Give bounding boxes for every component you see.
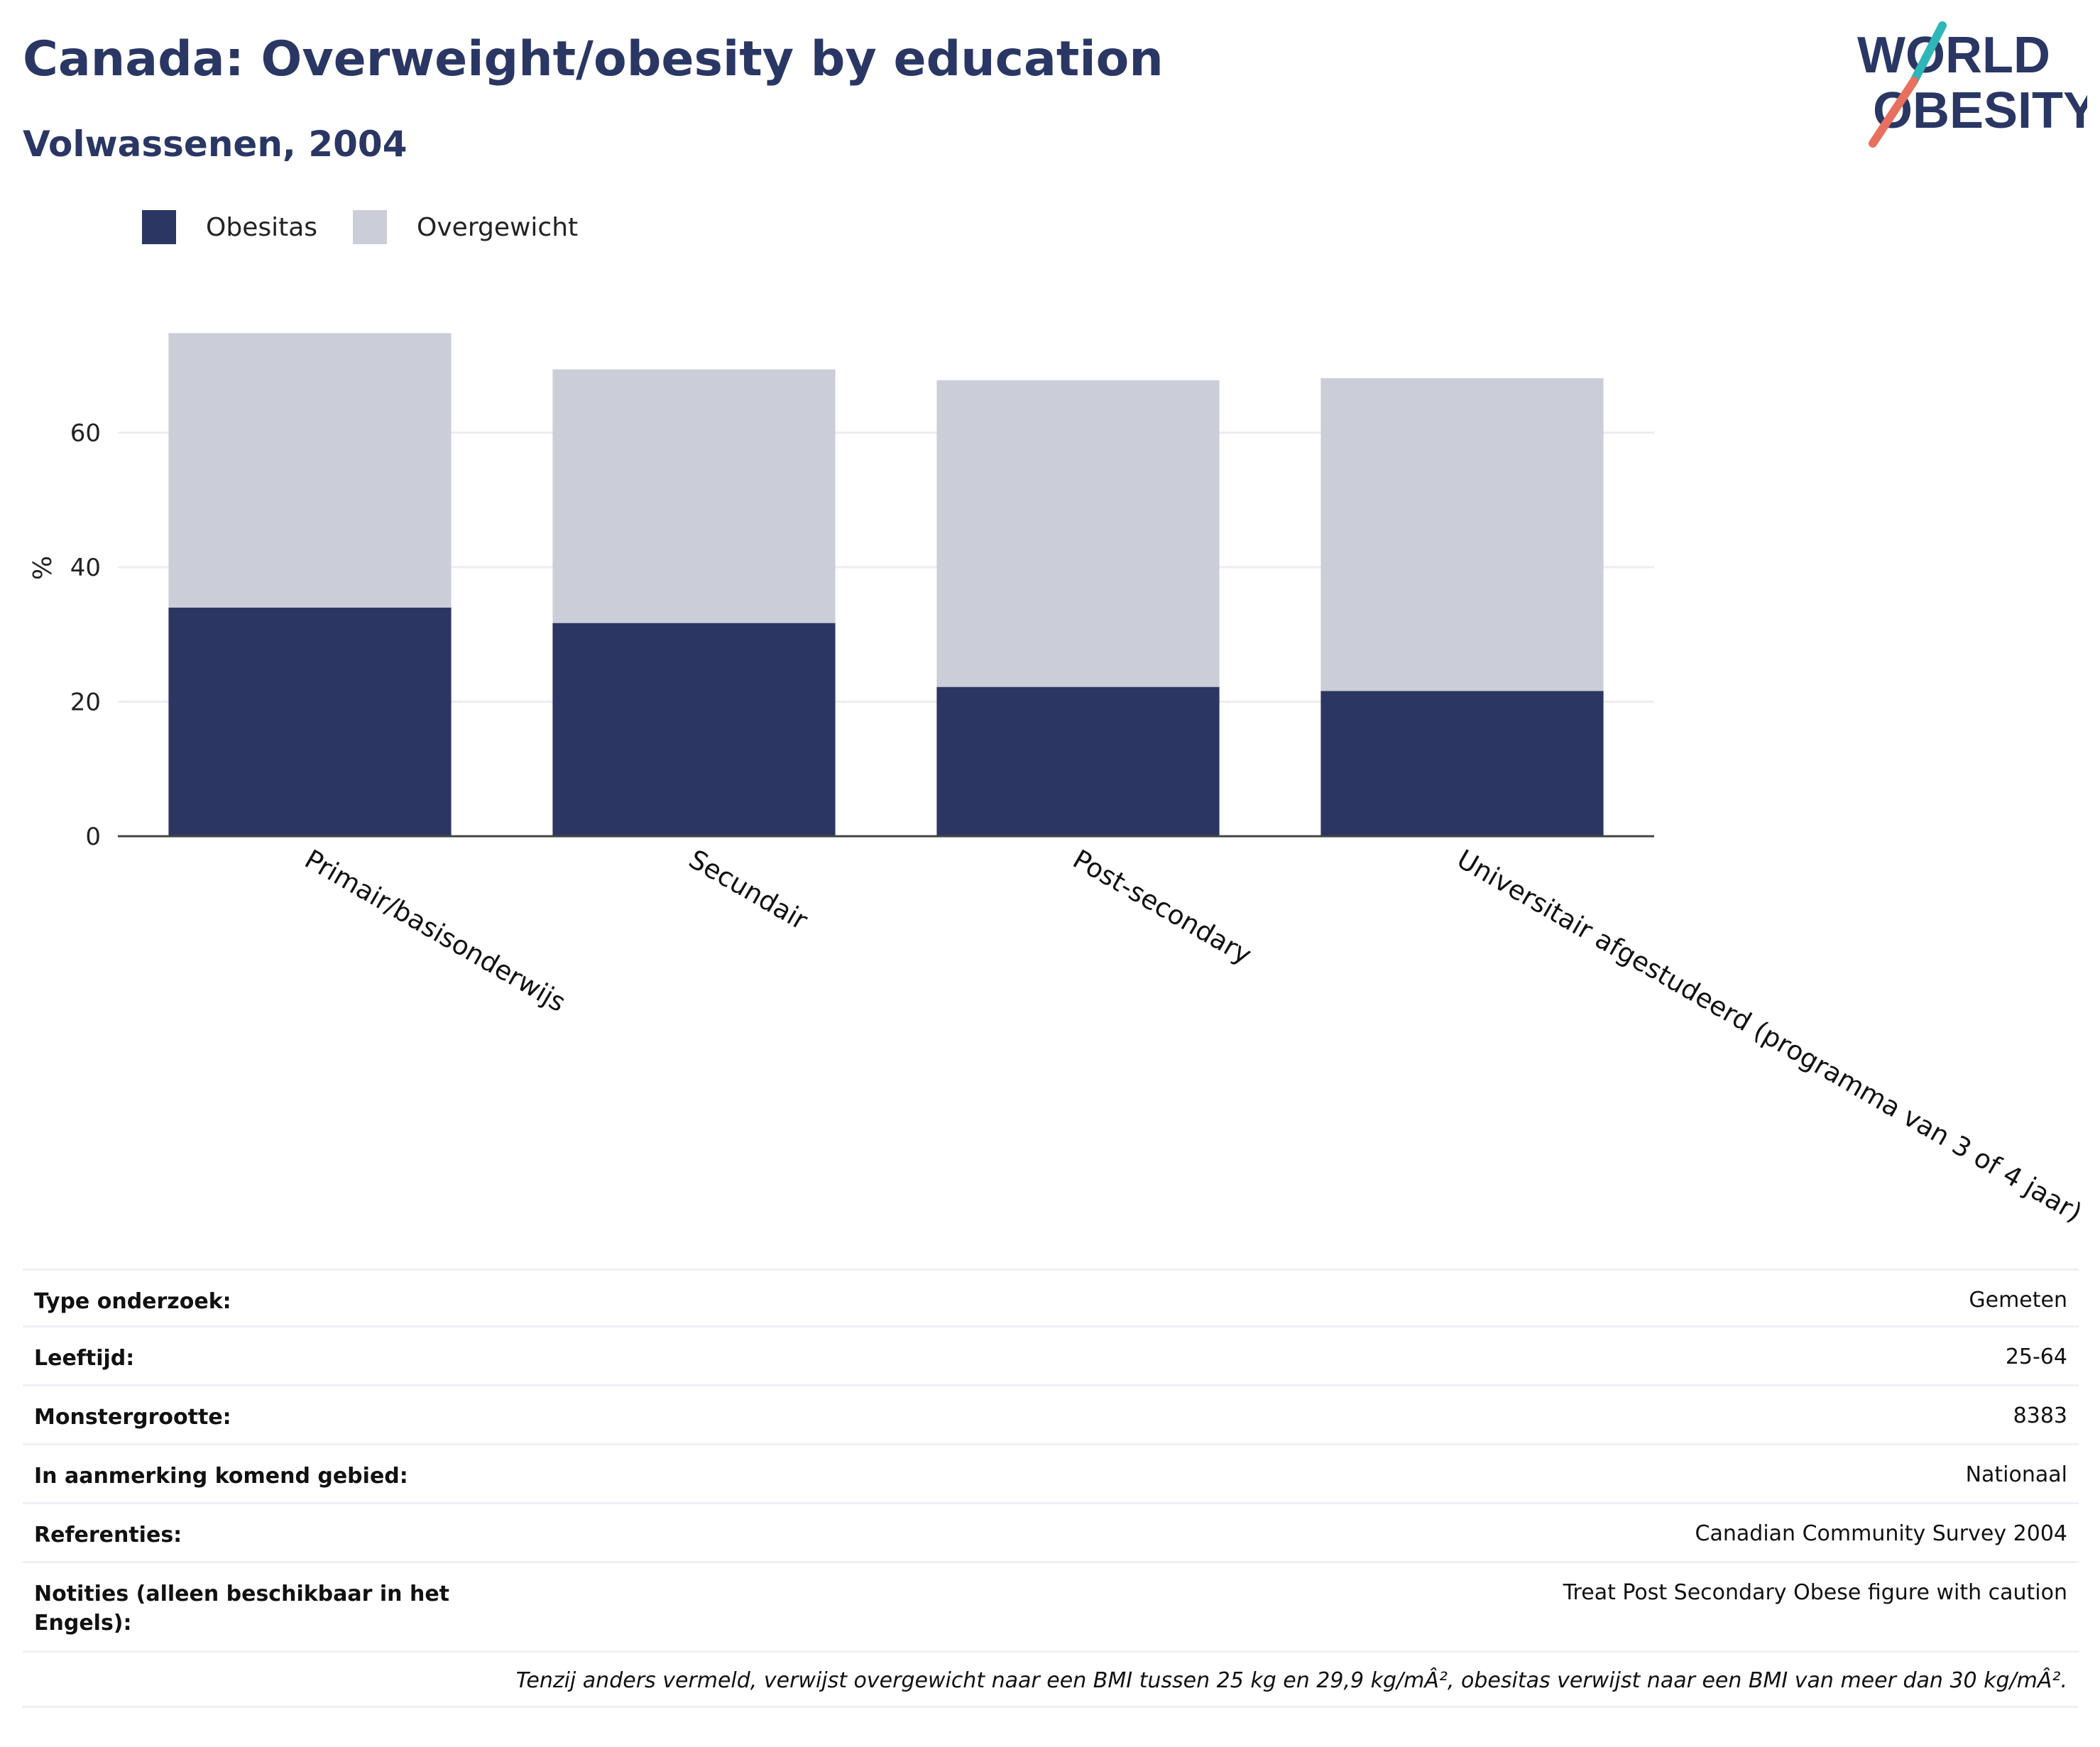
footnote-text: Tenzij anders vermeld, verwijst overgewi… — [515, 1668, 2067, 1693]
chart-subtitle: Volwassenen, 2004 — [23, 124, 408, 165]
bar-obesitas-3 — [1320, 691, 1604, 836]
info-row-value: 25-64 — [2005, 1345, 2067, 1369]
info-row-key: Notities (alleen beschikbaar in het Enge… — [34, 1582, 450, 1636]
info-row-key: In aanmerking komend gebied: — [34, 1464, 408, 1489]
x-tick-label-2: Post-secondary — [1068, 844, 1257, 970]
info-row-key: Referenties: — [34, 1523, 182, 1548]
logo-text-world: WORLD — [1857, 27, 2050, 84]
legend-label-obesitas: Obesitas — [206, 212, 318, 242]
logo-slash-coral — [1869, 77, 1918, 148]
info-row-value: Nationaal — [1965, 1462, 2067, 1487]
bar-obesitas-1 — [552, 623, 836, 836]
info-rows: Type onderzoek: Gemeten Leeftijd: 25-64 Mons… — [23, 1269, 2079, 1653]
info-row-key: Type onderzoek: — [34, 1289, 231, 1314]
info-row: Leeftijd: 25-64 — [23, 1327, 2079, 1386]
info-row-value: Treat Post Secondary Obese figure with c… — [1563, 1580, 2067, 1605]
bar-obesitas-2 — [936, 686, 1220, 836]
info-row-value: 8383 — [2013, 1403, 2067, 1428]
info-row-key: Monstergrootte: — [34, 1405, 231, 1430]
y-axis-title: % — [28, 556, 58, 580]
x-tick-label-1: Secundair — [684, 844, 814, 936]
bar-obesitas-0 — [168, 607, 452, 836]
chart-title: Canada: Overweight/obesity by education — [23, 31, 1164, 87]
x-tick-label-0: Primair/basisonderwijs — [300, 844, 571, 1018]
bar-overgewicht-1 — [552, 369, 836, 623]
bar-overgewicht-3 — [1320, 378, 1604, 691]
info-row-value: Canadian Community Survey 2004 — [1695, 1521, 2067, 1546]
stacked-bar-chart: 0 20 40 60% Primair/basisonderwijs Secundair P… — [28, 333, 2087, 1229]
legend-label-overgewicht: Overgewicht — [417, 212, 579, 242]
info-row: Referenties: Canadian Community Survey 20… — [23, 1504, 2079, 1563]
info-row: In aanmerking komend gebied: Nationaal — [23, 1445, 2079, 1504]
legend-item-overgewicht[interactable]: Overgewicht — [353, 210, 578, 244]
info-row: Monstergrootte: 8383 — [23, 1386, 2079, 1445]
info-row-value: Gemeten — [1969, 1288, 2067, 1313]
y-tick-label-60: 60 — [70, 420, 101, 448]
y-tick-label-40: 40 — [70, 554, 101, 582]
x-tick-label-3: Universitair afgestudeerd (programma van… — [1452, 844, 2087, 1229]
legend-swatch-overgewicht — [353, 210, 388, 244]
footnote: Tenzij anders vermeld, verwijst overgewi… — [23, 1653, 2079, 1708]
info-row: Notities (alleen beschikbaar in het Enge… — [23, 1563, 2079, 1653]
bar-overgewicht-2 — [936, 380, 1220, 687]
info-table: Type onderzoek: Gemeten Leeftijd: 25-64 Mons… — [23, 1269, 2079, 1708]
y-tick-label-0: 0 — [85, 823, 101, 851]
legend-swatch-obesitas — [142, 210, 176, 244]
y-tick-label-20: 20 — [70, 689, 101, 717]
legend-item-obesitas[interactable]: Obesitas — [142, 210, 317, 244]
world-obesity-logo: WORLD OBESITY — [1857, 21, 2087, 148]
logo-slash-teal — [1910, 21, 1947, 85]
bar-overgewicht-0 — [168, 333, 452, 608]
chart-legend: Obesitas Overgewicht — [142, 210, 613, 244]
info-row-key: Leeftijd: — [34, 1346, 135, 1371]
info-row: Type onderzoek: Gemeten — [23, 1269, 2079, 1327]
